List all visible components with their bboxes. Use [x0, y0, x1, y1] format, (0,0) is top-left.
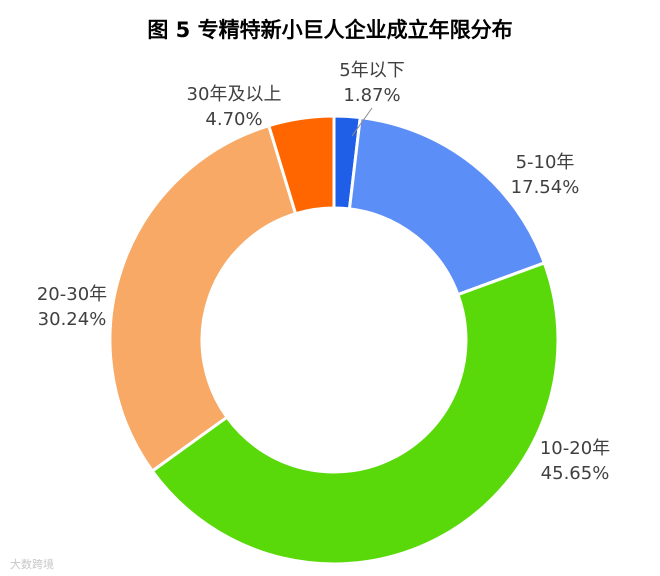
leader-line-slice-0	[351, 107, 373, 137]
slice-category-label-0: 5年以下	[339, 60, 404, 81]
slice-value-label-4: 4.70%	[205, 109, 262, 130]
slice-category-label-3: 20-30年	[37, 284, 107, 305]
slice-category-label-2: 10-20年	[540, 438, 610, 459]
slice-value-label-3: 30.24%	[38, 309, 107, 330]
chart-title: 图 5 专精特新小巨人企业成立年限分布	[147, 18, 513, 42]
donut-slice-2	[150, 261, 560, 566]
slice-category-label-1: 5-10年	[516, 152, 575, 173]
slice-value-label-2: 45.65%	[541, 463, 610, 484]
slice-category-label-4: 30年及以上	[187, 84, 282, 105]
watermark-text: 大数跨境	[10, 558, 54, 571]
slice-value-label-1: 17.54%	[511, 177, 580, 198]
donut-slice-1	[347, 115, 547, 297]
slice-value-label-0: 1.87%	[343, 85, 400, 106]
donut-slice-3	[108, 123, 298, 474]
donut-slice-4	[266, 114, 336, 216]
